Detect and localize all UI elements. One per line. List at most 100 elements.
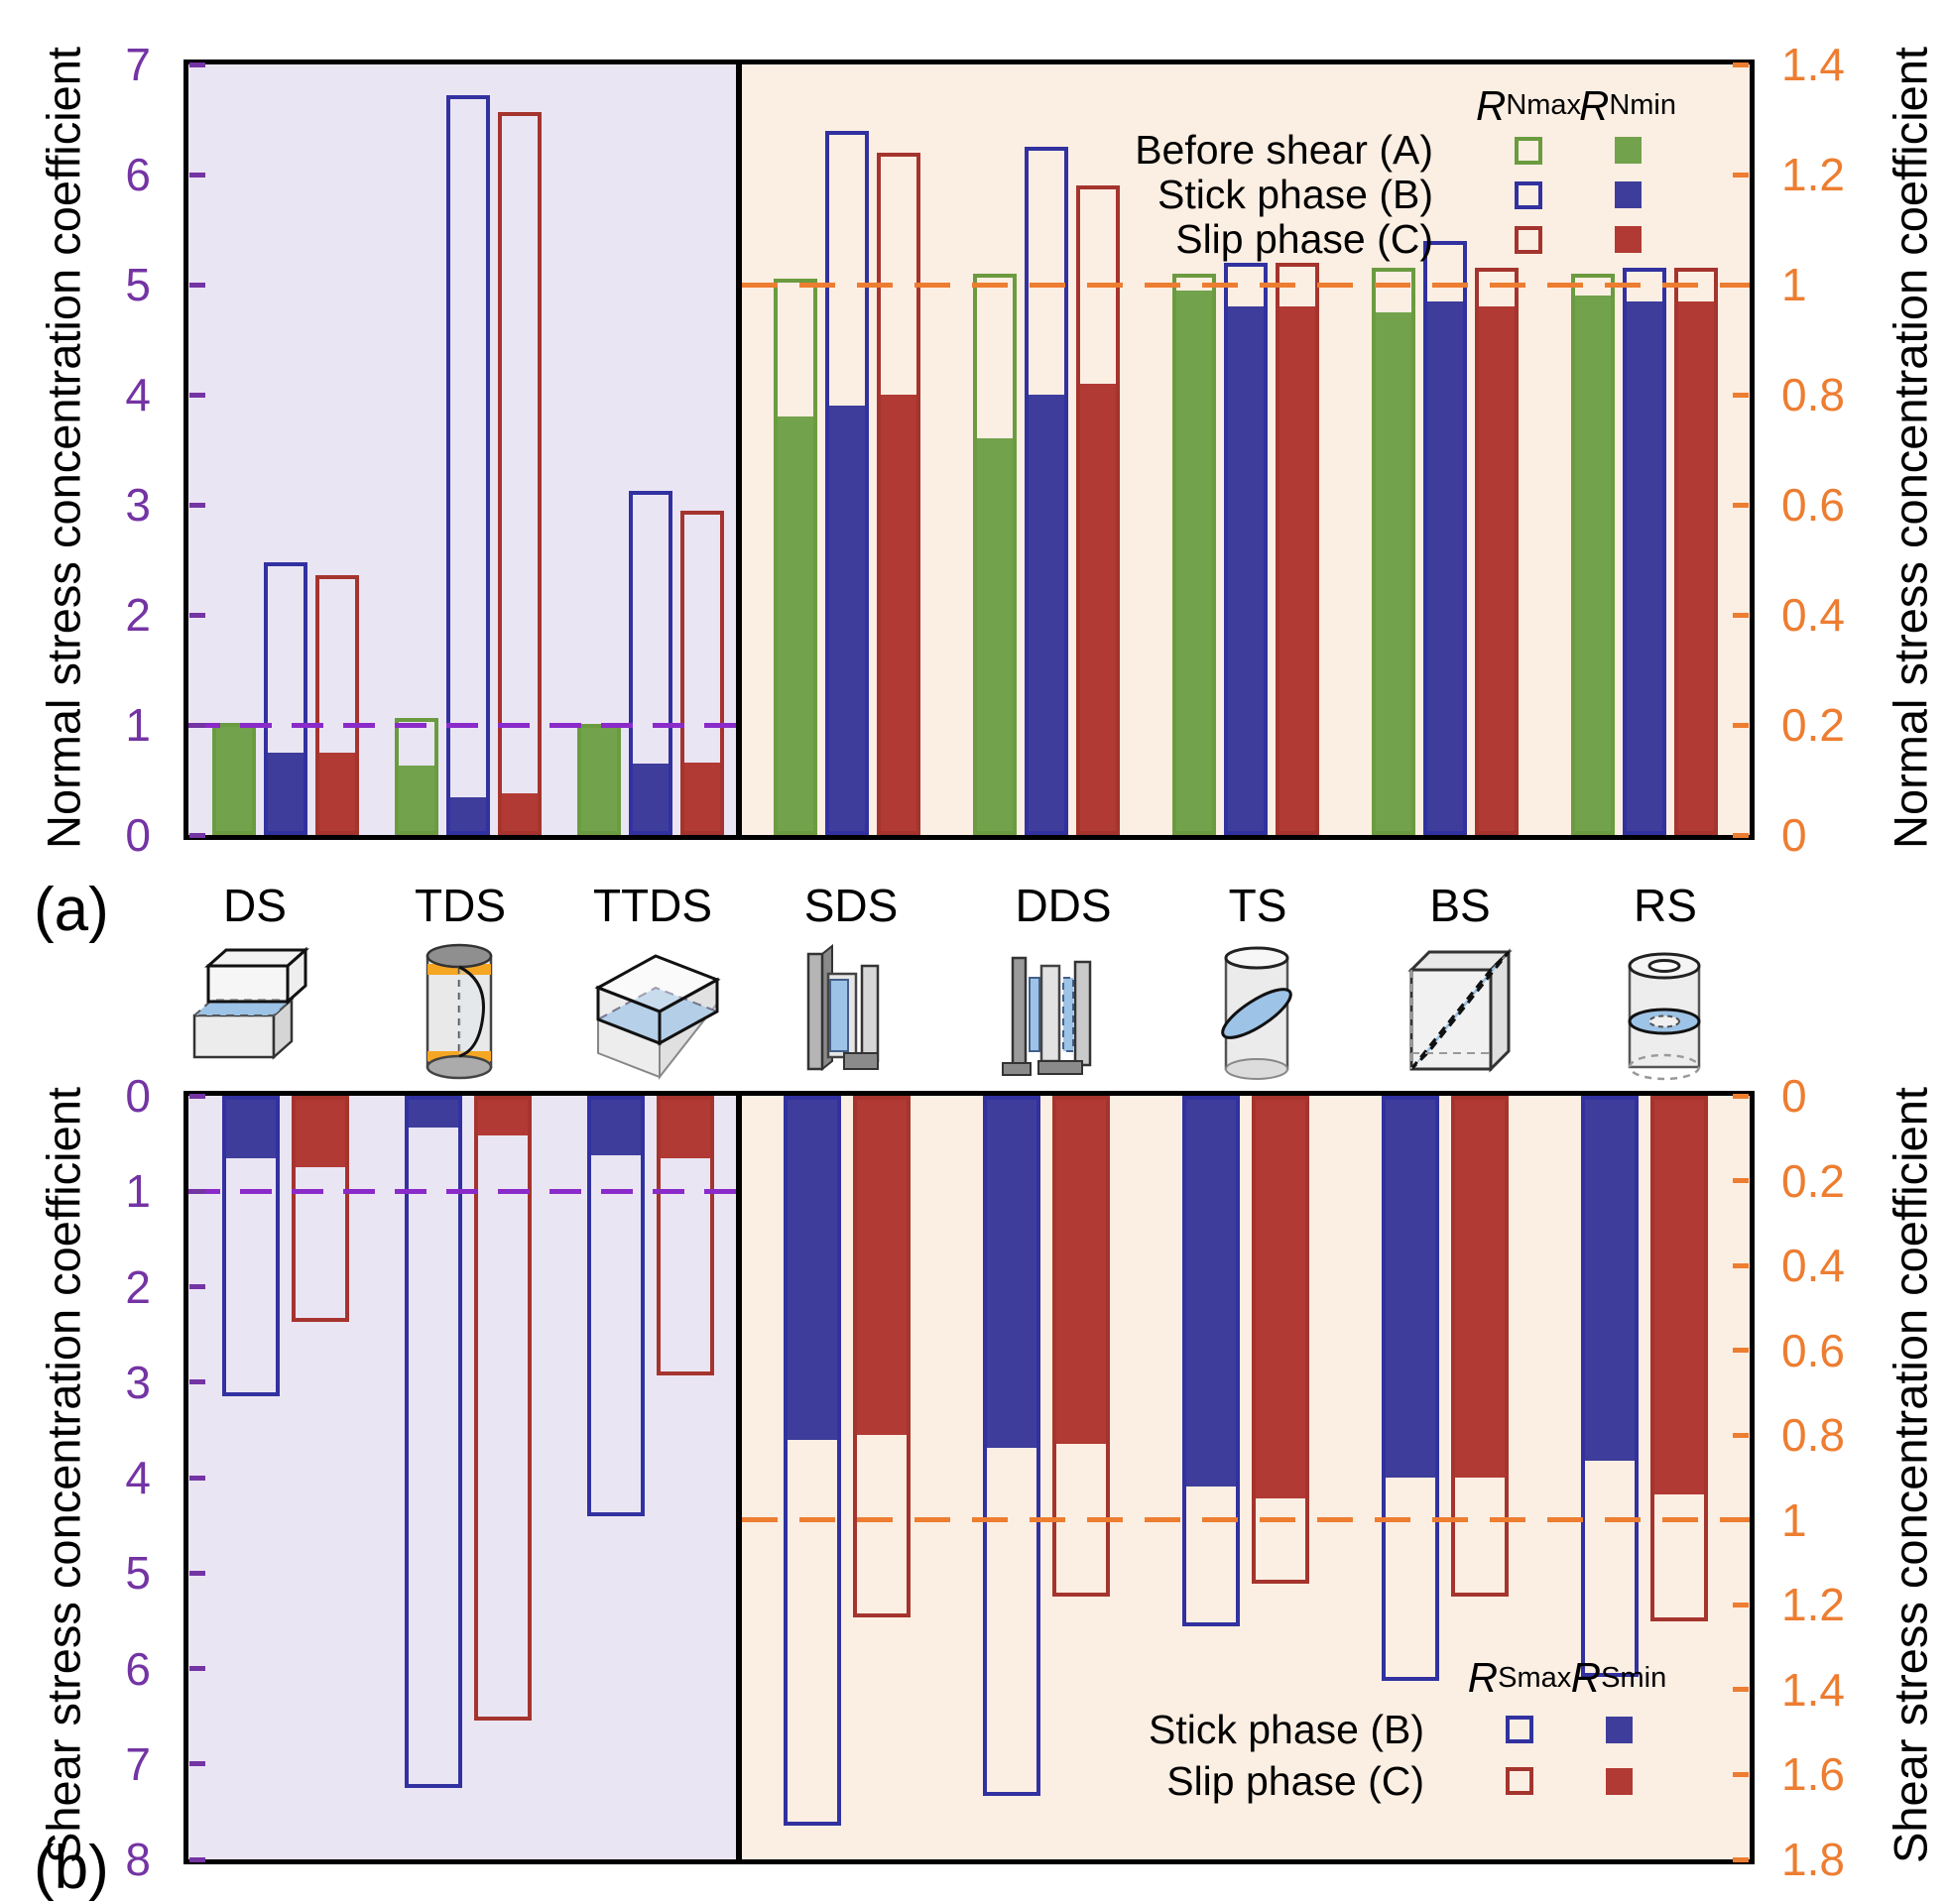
panel-a-left-tick-2 [189,612,205,618]
legend-b-rsmin-header: R Smin [1569,1652,1668,1704]
panel-b-bar-DDS-C [1052,1096,1111,1859]
panel-a-bar-RS-B [1622,64,1666,835]
rnmax-subscript: Nmax [1506,89,1582,121]
panel-a-bar-DDS-A-min [973,438,1018,835]
panel-a-left-tick-label-6: 6 [125,149,151,200]
panel-b-bar-DS-C-min [292,1096,349,1168]
panel-b-bar-TDS-B-max [405,1096,462,1788]
ds-direct-shear-blocks-icon [191,946,309,1060]
panel-a-bar-SDS-B [825,64,870,835]
panel-b-left-tick-label-2: 2 [125,1260,151,1313]
panel-a-bar-DDS-C-min [1076,383,1121,835]
panel-a-bar-DS-B-min [264,752,307,835]
panel-b-right-tick-0 [1733,1093,1749,1099]
panel-a-right-tick-0.2 [1733,722,1749,728]
panel-b-right-reference-line [742,1517,1750,1523]
panel-b-group-BS [1381,1096,1509,1859]
panel-a-group-BS [1371,64,1519,835]
panel-b-right-tick-0.2 [1733,1178,1749,1184]
panel-b-bar-TDS-B-min [405,1096,462,1128]
rsmax-symbol: R [1467,1654,1499,1701]
panel-a-right-tick-label-1: 1 [1781,259,1807,310]
legend-b-row-stick-phase: Stick phase (B) [1149,1706,1424,1752]
panel-b-left-tick-4 [189,1475,205,1481]
legend-b-spacer [1101,1652,1470,1704]
panel-b-bar-TTDS-C-max [657,1096,714,1375]
panel-a-bar-DDS-B-min [1025,395,1069,835]
panel-b-bar-SDS-C-max [853,1096,912,1618]
panel-b-bar-DS-B-max [222,1096,280,1397]
panel-b-bar-SDS-B-max [784,1096,842,1826]
panel-b-bar-SDS-B [784,1096,842,1859]
panel-a-region-divider [736,64,742,835]
panel-a-group-TDS [395,64,542,835]
panel-b-bar-SDS-C [853,1096,912,1859]
panel-a-left-tick-6 [189,172,205,178]
panel-a-right-tick-0.6 [1733,502,1749,508]
panel-a-bar-TTDS-B [629,64,672,835]
panel-b-bar-TDS-B [405,1096,462,1859]
panel-a-bar-DS-C-max [315,575,359,835]
panel-b-right-tick-1.2 [1733,1602,1749,1607]
panel-a-bar-RS-C-min [1673,300,1718,835]
legend-b-stick-filled-swatch [1569,1704,1668,1755]
ts-torsion-cylinder-icon [1221,946,1292,1080]
panel-a-right-tick-label-0.4: 0.4 [1781,589,1845,641]
panel-b-right-bars [742,1096,1750,1859]
panel-b-group-TTDS [587,1096,714,1859]
panel-a-bar-DDS-A [973,64,1018,835]
panel-a-bar-TDS-C-max [498,111,542,835]
panel-b-left-tick-label-5: 5 [125,1547,151,1600]
panel-a-bar-TS-C-min [1275,306,1319,835]
panel-b-bar-SDS-B-min [784,1096,842,1440]
panel-b-bar-DS-B [222,1096,280,1859]
panel-b-label: (b) [34,1834,109,1902]
rs-ring-shear-cylinder-icon [1628,952,1701,1081]
category-label-DS: DS [223,880,287,931]
panel-a-bar-SDS-A-min [774,416,818,835]
panel-a-bar-TDS-B-min [446,797,490,835]
panel-b-right-tick-label-0.6: 0.6 [1781,1324,1845,1376]
panel-a-bar-DDS-B [1025,64,1069,835]
panel-a-bar-RS-C-max [1673,268,1718,835]
panel-a-bar-DDS-C-max [1076,185,1121,835]
legend-b-slip-open-swatch [1470,1755,1569,1807]
category-label-RS: RS [1634,880,1697,931]
panel-a-bar-DS-A-max [212,722,256,835]
panel-a-bar-BS-B-min [1422,300,1467,835]
panel-a-bar-SDS-C [877,64,921,835]
panel-a-bar-SDS-B-min [825,406,870,835]
legend-a-rnmax-header: R Nmax [1476,82,1582,129]
panel-a-group-TTDS [577,64,724,835]
panel-a-bar-DS-C-min [315,752,359,835]
panel-b-left-tick-2 [189,1284,205,1289]
panel-b-left-tick-7 [189,1761,205,1767]
panel-b-right-tick-label-1.4: 1.4 [1781,1663,1845,1716]
panel-a-bar-TDS-B [446,64,490,835]
panel-a-left-reference-line [188,722,736,728]
panel-b-left-tick-8 [189,1856,205,1862]
panel-a-left-tick-5 [189,282,205,288]
legend-panel-b: R Smax R Smin Stick phase (B) Slip phase (… [1101,1652,1668,1807]
panel-b-bar-TTDS-B-max [587,1096,645,1516]
panel-a-bar-BS-A-max [1371,268,1415,835]
panel-b-right-tick-label-1.6: 1.6 [1781,1748,1845,1801]
panel-b-left-reference-line [188,1188,736,1194]
panel-b-bar-DDS-B [983,1096,1041,1859]
rnmin-symbol: R [1578,81,1610,129]
panel-a-left-region [188,64,736,835]
panel-b-bar-BS-B [1381,1096,1439,1859]
panel-b-region-divider [736,1096,742,1859]
panel-a-bar-TTDS-B-max [629,490,672,835]
panel-a-bar-TS-C-max [1275,262,1319,835]
panel-a-group-RS [1570,64,1718,835]
panel-a-left-tick-0 [189,832,205,838]
panel-a-bar-BS-C [1474,64,1519,835]
panel-a-group-DS [212,64,359,835]
panel-b-group-DS [222,1096,349,1859]
panel-a-bar-TTDS-A-min [577,725,621,835]
panel-a-bar-TTDS-C-max [680,510,724,835]
panel-b-left-tick-label-7: 7 [125,1737,151,1790]
panel-a-bar-DDS-A-max [973,273,1018,835]
panel-a-bar-TTDS-C-min [680,762,724,835]
